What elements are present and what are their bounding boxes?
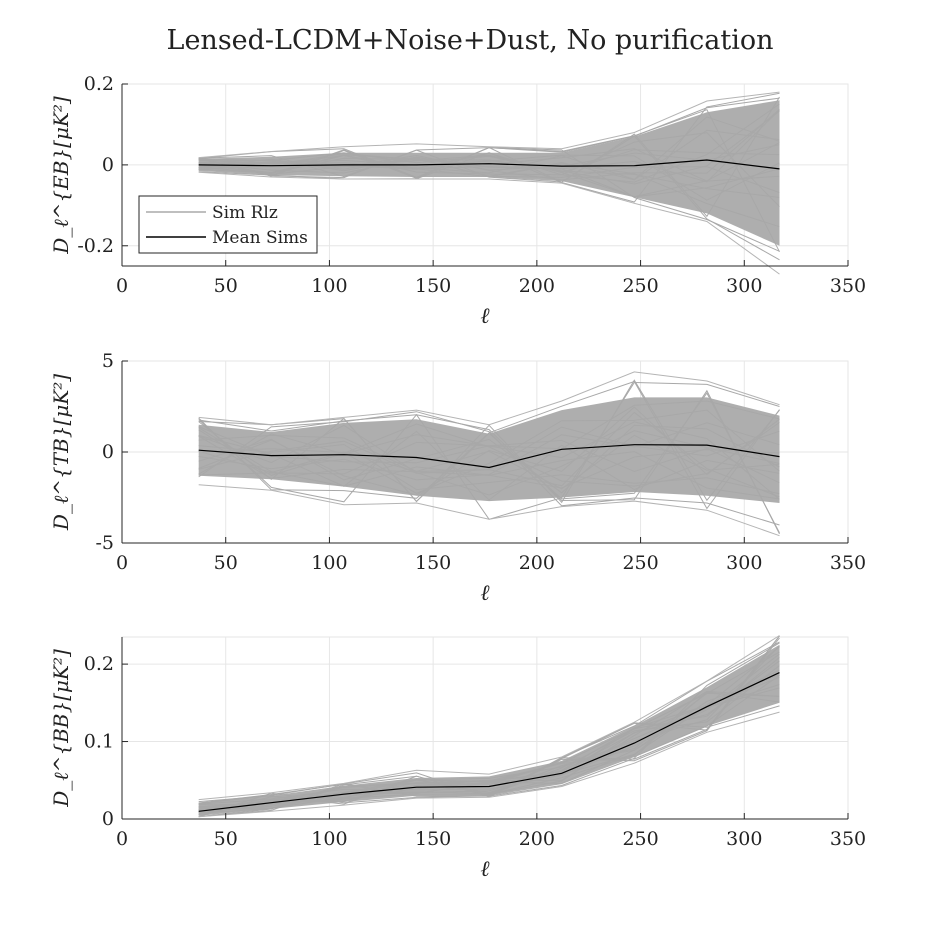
sim-realization-line	[198, 411, 780, 498]
legend-sim-label: Sim Rlz	[212, 203, 278, 223]
sim-realization-line	[198, 108, 780, 181]
y-tick-label: 0	[102, 441, 114, 463]
y-axis-label: D_ℓ^{EB}[μK²]	[49, 96, 73, 255]
sim-extreme-upper-line	[198, 91, 780, 159]
x-tick-label: 100	[311, 552, 347, 574]
x-tick-label: 0	[116, 828, 128, 850]
legend-mean-label: Mean Sims	[212, 228, 308, 248]
y-axis-label: D_ℓ^{TB}[μK²]	[49, 374, 73, 531]
sim-realization-line	[198, 691, 780, 816]
y-tick-label: 0.1	[84, 731, 114, 753]
panel-eb: 0 50 100 150 200 250 300 350-0.200.2ℓD_ℓ^{EB}[μ…	[49, 73, 866, 329]
x-tick-label: 250	[622, 552, 658, 574]
x-tick-label: 50	[214, 275, 238, 297]
y-axis-label: D_ℓ^{BB}[μK²]	[49, 649, 73, 808]
sim-realization-line	[198, 148, 780, 182]
x-axis-label: ℓ	[480, 581, 490, 606]
x-tick-label: 50	[214, 828, 238, 850]
y-tick-label: -5	[95, 532, 114, 554]
y-tick-label: 0	[102, 808, 114, 830]
y-tick-label: -0.2	[77, 235, 114, 257]
x-tick-label: 200	[519, 552, 555, 574]
sim-realization-line	[198, 110, 780, 185]
sim-realization-line	[198, 430, 780, 501]
sim-realization-line	[198, 684, 780, 811]
sim-realizations	[198, 371, 780, 537]
x-axis-label: ℓ	[480, 304, 490, 329]
x-tick-label: 150	[415, 275, 451, 297]
x-tick-label: 200	[519, 828, 555, 850]
y-tick-label: 0.2	[84, 73, 114, 95]
sim-realization-line	[198, 411, 780, 526]
sim-realization-line	[198, 116, 780, 180]
sim-extreme-upper-line	[198, 371, 780, 426]
x-tick-label: 100	[311, 828, 347, 850]
sim-realization-line	[198, 132, 780, 207]
sim-realization-line	[198, 421, 780, 500]
panel-bb: 0 50 100 150 200 250 300 350 0 0.1 0.2 ℓ D_ℓ^{BB}[μK…	[49, 635, 866, 882]
x-tick-label: 300	[726, 275, 762, 297]
sim-extreme-lower-line	[198, 711, 780, 818]
y-tick-label: 0	[102, 154, 114, 176]
x-tick-label: 300	[726, 552, 762, 574]
mean-sims-line	[198, 672, 780, 812]
sim-extreme-lower-line	[198, 484, 780, 537]
x-axis-label: ℓ	[480, 857, 490, 882]
sim-realization-line	[198, 422, 780, 481]
sim-extreme-upper-line	[198, 635, 780, 801]
sim-realization-line	[198, 635, 780, 818]
legend: Sim Rlz Mean Sims	[138, 195, 318, 254]
sim-extreme-lower-line	[198, 171, 780, 275]
legend-box	[138, 195, 318, 254]
mean-sims-line	[198, 444, 780, 469]
sim-realization-line	[198, 129, 780, 181]
x-tick-label: 350	[830, 828, 866, 850]
x-tick-label: 250	[622, 275, 658, 297]
x-tick-label: 350	[830, 275, 866, 297]
y-tick-label: 0.2	[84, 653, 114, 675]
sim-realization-line	[198, 424, 780, 494]
chart-title: Lensed-LCDM+Noise+Dust, No purification	[167, 25, 774, 56]
x-tick-label: 350	[830, 552, 866, 574]
mean-sims-line	[198, 159, 780, 170]
x-tick-label: 150	[415, 828, 451, 850]
sim-realizations	[198, 91, 780, 275]
sim-realization-line	[198, 434, 780, 490]
x-tick-label: 150	[415, 552, 451, 574]
x-tick-label: 250	[622, 828, 658, 850]
sim-realization-line	[198, 109, 780, 183]
sim-realization-line	[198, 427, 780, 489]
sim-realization-line	[198, 152, 780, 198]
x-tick-label: 50	[214, 552, 238, 574]
x-tick-label: 300	[726, 828, 762, 850]
sim-realization-line	[198, 409, 780, 494]
y-tick-label: 5	[102, 350, 114, 372]
x-tick-label: 0	[116, 275, 128, 297]
x-tick-label: 100	[311, 275, 347, 297]
sim-realization-line	[198, 379, 780, 504]
sim-realization-line	[198, 692, 780, 811]
sim-realization-line	[198, 422, 780, 487]
x-tick-label: 0	[116, 552, 128, 574]
x-tick-label: 200	[519, 275, 555, 297]
